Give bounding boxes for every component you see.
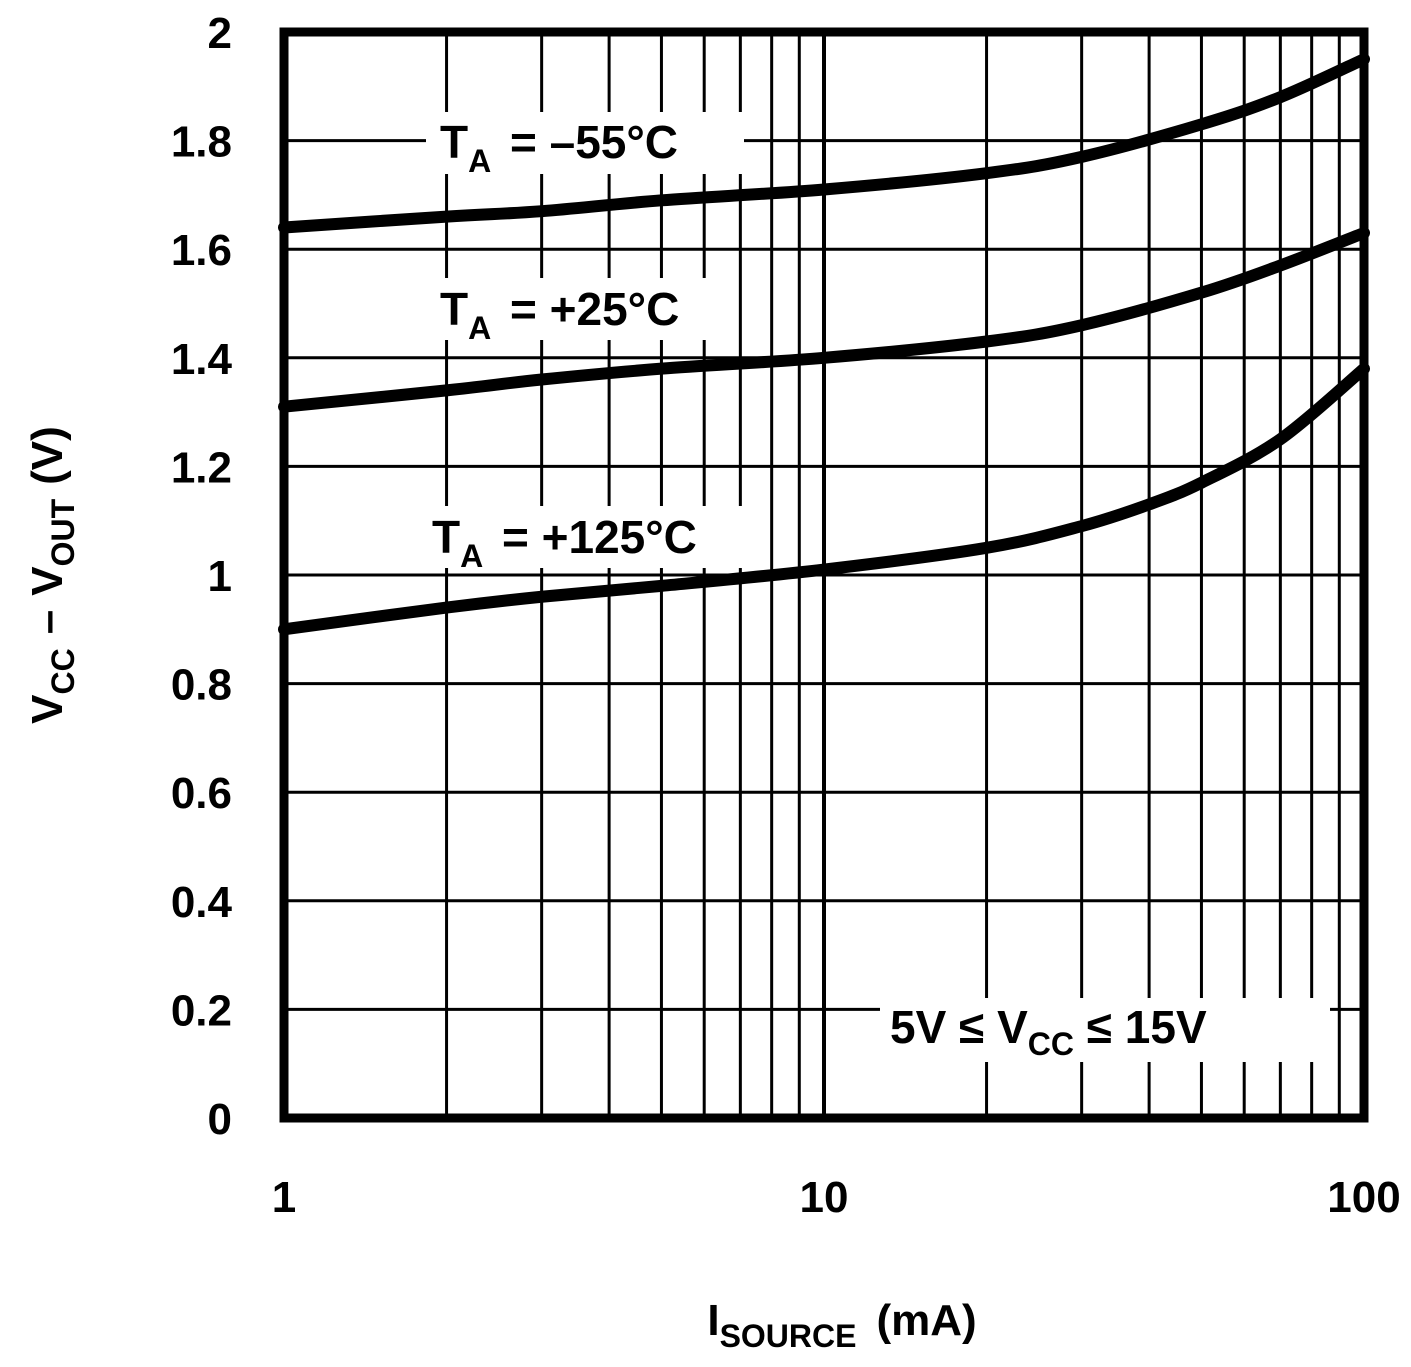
y-tick-label: 1.2 [171,443,232,492]
series-label-bg-2 [418,506,750,568]
series-line-1 [278,226,1370,413]
series-label-1: TA = +25°C [440,283,679,346]
series-label-2: TA = +125°C [432,511,697,574]
y-tick-labels: 0 0.2 0.4 0.6 0.8 1 1.2 1.4 1.6 1.8 2 [171,9,233,1144]
series-label-bg-1 [426,278,718,340]
x-tick-label: 1 [272,1173,296,1222]
x-axis-label: ISOURCE (mA) [707,1296,976,1354]
series-label-0: TA = –55°C [440,116,678,179]
y-tick-label: 1.8 [171,118,232,167]
y-tick-label: 1 [208,552,232,601]
y-tick-label: 0.6 [171,769,232,818]
plot-frame [279,27,1369,1123]
y-tick-label: 1.4 [171,335,233,384]
x-tick-label: 100 [1327,1173,1400,1222]
condition-annotation: 5V ≤ VCC ≤ 15V [880,998,1330,1062]
series-labels: TA = –55°C TA = +25°C TA = +125°C [418,112,750,574]
y-tick-label: 2 [208,9,232,58]
y-tick-label: 1.6 [171,226,232,275]
y-tick-label: 0.2 [171,986,232,1035]
condition-bg [880,998,1330,1062]
y-tick-label: 0.8 [171,661,232,710]
y-tick-label: 0.4 [171,878,233,927]
y-tick-label: 0 [208,1095,232,1144]
x-tick-labels: 1 10 100 [272,1173,1401,1222]
x-tick-label: 10 [800,1173,849,1222]
condition-text: 5V ≤ VCC ≤ 15V [890,1001,1207,1062]
y-axis-label: VCC–VOUT(V) [23,426,81,724]
series-line-2 [278,362,1370,636]
series-lines [278,53,1370,636]
series-label-bg-0 [426,112,744,174]
series-line-0 [278,53,1370,234]
